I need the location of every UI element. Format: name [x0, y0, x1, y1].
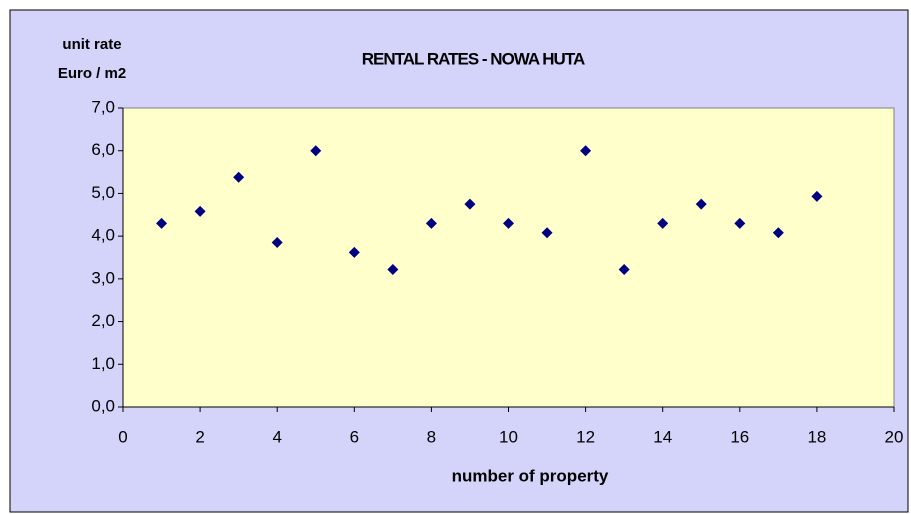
y-tick-label: 0,0	[91, 396, 115, 415]
x-tick-label: 8	[427, 427, 436, 446]
point	[233, 171, 245, 183]
point	[580, 145, 592, 157]
x-tick-label: 10	[499, 427, 518, 446]
point	[271, 237, 283, 249]
point	[194, 205, 206, 217]
x-tick-label: 18	[807, 427, 826, 446]
plot-area	[122, 107, 895, 408]
x-tick-label: 16	[730, 427, 749, 446]
point	[772, 227, 784, 239]
point	[348, 246, 360, 258]
y-tick-label: 2,0	[91, 311, 115, 330]
x-tick-label: 12	[576, 427, 595, 446]
y-axis-label: Euro / m2	[58, 65, 126, 82]
x-tick-label: 20	[885, 427, 904, 446]
point	[425, 217, 437, 229]
point	[695, 198, 707, 210]
point	[156, 217, 168, 229]
x-tick-label: 0	[118, 427, 127, 446]
point	[503, 217, 514, 229]
y-tick-label: 1,0	[91, 354, 115, 373]
x-tick-label: 2	[195, 427, 204, 446]
point	[618, 263, 630, 275]
point	[657, 217, 669, 229]
point	[464, 198, 476, 210]
point	[734, 217, 746, 229]
chart-title: RENTAL RATES - NOWA HUTA	[362, 49, 585, 68]
x-tick-label: 4	[272, 427, 281, 446]
point	[811, 190, 823, 202]
x-axis-label: number of property	[452, 466, 609, 485]
y-tick-label: 3,0	[91, 268, 115, 287]
y-tick-label: 7,0	[91, 97, 115, 116]
x-tick-label: 6	[350, 427, 359, 446]
y-tick-label: 5,0	[91, 183, 115, 202]
point	[310, 145, 322, 157]
point	[541, 227, 553, 239]
y-tick-label: 6,0	[91, 140, 115, 159]
x-tick-label: 14	[653, 427, 672, 446]
y-axis-label: unit rate	[62, 36, 121, 53]
y-tick-label: 4,0	[91, 226, 115, 245]
point	[387, 263, 399, 275]
